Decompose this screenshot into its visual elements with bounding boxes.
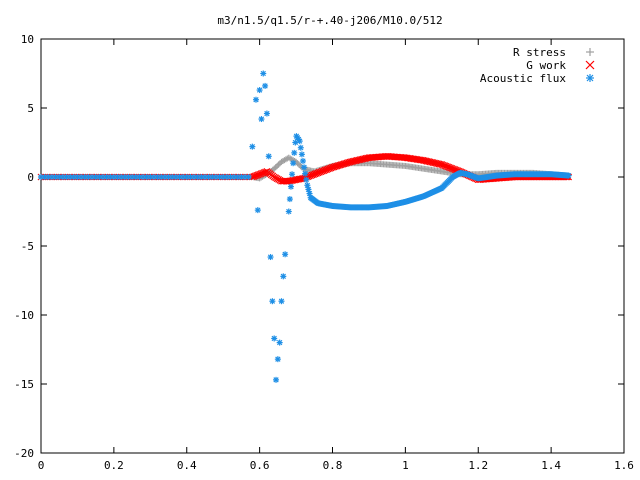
- legend-label: G work: [526, 59, 566, 72]
- r-stress-point: [275, 161, 282, 168]
- x-tick-label: 1: [402, 459, 409, 472]
- acoustic-flux-point: [265, 153, 272, 160]
- acoustic-flux-point: [274, 356, 281, 363]
- y-tick-label: -5: [21, 240, 34, 253]
- acoustic-flux-point: [298, 151, 305, 158]
- acoustic-flux-point: [282, 251, 289, 258]
- x-tick-label: 1.2: [468, 459, 488, 472]
- chart-title: m3/n1.5/q1.5/r-+.40-j206/M10.0/512: [217, 14, 442, 27]
- y-tick-label: 0: [27, 171, 34, 184]
- acoustic-flux-point: [254, 207, 261, 214]
- plot-frame: [40, 38, 625, 454]
- acoustic-flux-point: [249, 143, 256, 150]
- y-tick-label: -10: [14, 309, 34, 322]
- acoustic-flux-point: [285, 208, 292, 215]
- acoustic-flux-point: [299, 157, 306, 164]
- y-tick-label: -15: [14, 378, 34, 391]
- x-tick-label: 0.6: [250, 459, 270, 472]
- acoustic-flux-point: [296, 138, 303, 145]
- acoustic-flux-point: [256, 87, 263, 94]
- x-tick-label: 0.4: [177, 459, 197, 472]
- acoustic-flux-point: [291, 149, 298, 156]
- acoustic-flux-point: [306, 190, 313, 197]
- acoustic-flux-point: [263, 110, 270, 117]
- acoustic-flux-point: [565, 172, 572, 179]
- acoustic-flux-point: [289, 171, 296, 178]
- acoustic-flux-point: [286, 196, 293, 203]
- acoustic-flux-point: [305, 186, 312, 193]
- acoustic-flux-point: [260, 70, 267, 77]
- y-tick-label: 5: [27, 102, 34, 115]
- legend-marker: [586, 48, 594, 56]
- acoustic-flux-point: [252, 96, 259, 103]
- acoustic-flux-point: [297, 144, 304, 151]
- acoustic-flux-point: [290, 160, 297, 167]
- r-stress-point: [274, 162, 281, 169]
- acoustic-flux-point: [304, 182, 311, 189]
- acoustic-flux-point: [303, 176, 310, 183]
- legend-label: Acoustic flux: [480, 72, 566, 85]
- legend-marker: [586, 74, 594, 82]
- y-tick-label: -20: [14, 447, 34, 460]
- acoustic-flux-point: [269, 298, 276, 305]
- x-tick-label: 0: [38, 459, 45, 472]
- acoustic-flux-point: [271, 335, 278, 342]
- acoustic-flux-point: [245, 174, 252, 180]
- acoustic-flux-point: [301, 164, 308, 171]
- y-tick-label: 10: [21, 33, 34, 46]
- x-tick-label: 0.2: [104, 459, 124, 472]
- acoustic-flux-point: [262, 82, 269, 89]
- acoustic-flux-point: [143, 174, 150, 180]
- acoustic-flux-point: [278, 298, 285, 305]
- acoustic-flux-point: [287, 183, 294, 190]
- acoustic-flux-point: [273, 376, 280, 383]
- acoustic-flux-point: [258, 116, 265, 123]
- x-tick-label: 1.6: [614, 459, 634, 472]
- legend-label: R stress: [513, 46, 566, 59]
- acoustic-flux-point: [280, 273, 287, 280]
- acoustic-flux-point: [302, 170, 309, 177]
- x-tick-label: 0.8: [323, 459, 343, 472]
- acoustic-flux-point: [276, 339, 283, 346]
- x-tick-label: 1.4: [541, 459, 561, 472]
- series-2: [38, 70, 572, 383]
- legend-marker: [585, 60, 595, 70]
- acoustic-flux-point: [267, 254, 274, 261]
